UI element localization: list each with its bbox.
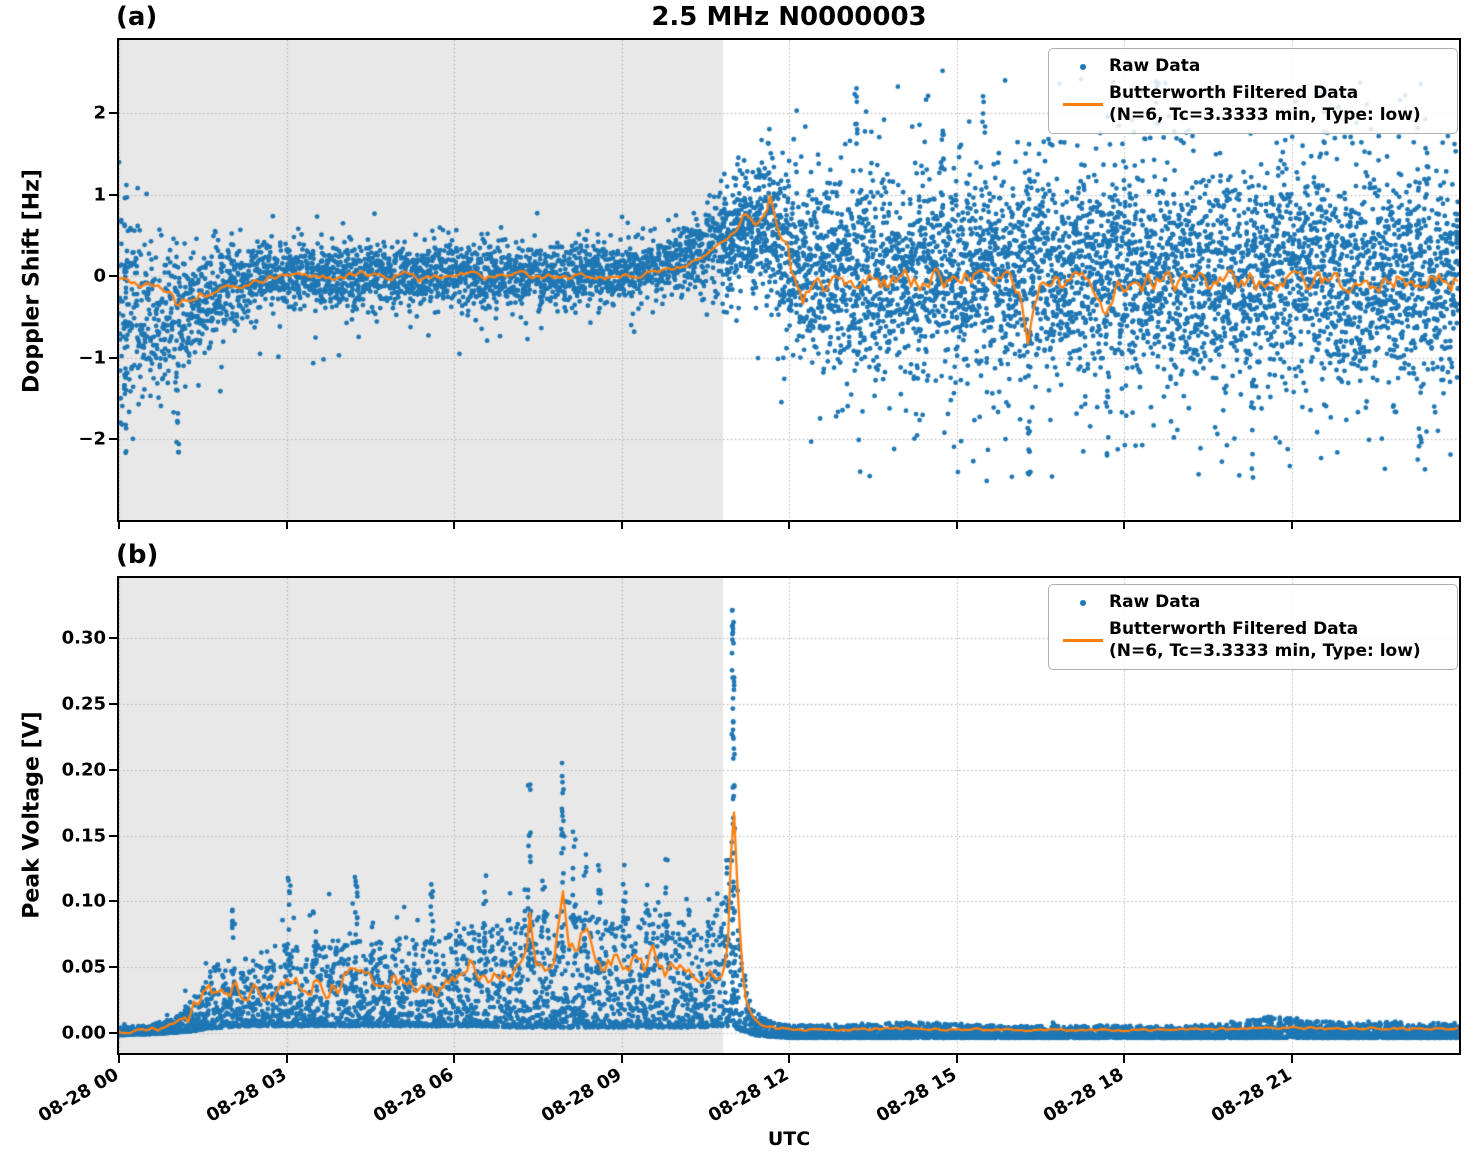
y-tick-mark (109, 275, 117, 278)
panel-a-label: (a) (116, 2, 158, 32)
x-tick-mark (788, 1055, 790, 1063)
legend-filtered-line2: (N=6, Tc=3.3333 min, Type: low) (1109, 640, 1421, 661)
x-tick-mark (118, 521, 120, 529)
x-tick-label: 08-28 06 (370, 1064, 458, 1127)
x-tick-mark (620, 521, 623, 529)
x-tick-mark (118, 1055, 120, 1063)
raw-data-dot-icon (1080, 599, 1086, 606)
legend-marker-col (1057, 63, 1109, 70)
x-tick-mark (1290, 1055, 1293, 1063)
chart-title: 2.5 MHz N0000003 (651, 2, 927, 32)
y-tick-label: −1 (78, 347, 106, 369)
legend-filtered-line1: Butterworth Filtered Data (1109, 619, 1359, 640)
x-tick-mark (620, 1055, 623, 1063)
y-tick-mark (109, 193, 117, 196)
y-tick-label: −2 (78, 428, 106, 450)
filtered-line-icon (1063, 103, 1103, 106)
legend-marker-col (1057, 103, 1109, 106)
y-tick-mark (109, 768, 117, 771)
legend-marker-col (1057, 599, 1109, 606)
x-tick-mark (453, 1055, 455, 1063)
x-tick-mark (1123, 521, 1125, 529)
y-tick-label: 0.15 (61, 825, 106, 847)
legend-filtered-label: Butterworth Filtered Data (N=6, Tc=3.333… (1109, 619, 1421, 662)
raw-data-dot-icon (1080, 63, 1086, 70)
y-tick-label: 0 (93, 265, 106, 287)
x-tick-mark (955, 521, 958, 529)
legend-filtered-line1: Butterworth Filtered Data (1109, 83, 1359, 104)
x-tick-label: 08-28 00 (35, 1064, 123, 1127)
y-tick-mark (109, 112, 117, 115)
x-tick-mark (453, 521, 455, 529)
y-tick-mark (109, 900, 117, 903)
x-tick-label: 08-28 18 (1040, 1064, 1128, 1127)
x-tick-label: 08-28 21 (1207, 1064, 1295, 1127)
legend-filtered-row: Butterworth Filtered Data (N=6, Tc=3.333… (1057, 83, 1447, 126)
x-tick-label: 08-28 15 (872, 1064, 960, 1127)
y-tick-mark (109, 356, 117, 359)
filtered-line-icon (1063, 639, 1103, 642)
y-tick-label: 0.25 (61, 693, 106, 715)
panel-b-legend: Raw Data Butterworth Filtered Data (N=6,… (1048, 584, 1458, 670)
legend-raw-label: Raw Data (1109, 592, 1201, 612)
x-tick-label: 08-28 03 (202, 1064, 290, 1127)
x-axis-label: UTC (767, 1128, 811, 1150)
y-tick-label: 0.30 (61, 627, 106, 649)
legend-filtered-label: Butterworth Filtered Data (N=6, Tc=3.333… (1109, 83, 1421, 126)
y-tick-mark (109, 1031, 117, 1034)
legend-filtered-line2: (N=6, Tc=3.3333 min, Type: low) (1109, 104, 1421, 125)
y-tick-mark (109, 438, 117, 441)
panel-a-legend: Raw Data Butterworth Filtered Data (N=6,… (1048, 48, 1458, 134)
legend-filtered-row: Butterworth Filtered Data (N=6, Tc=3.333… (1057, 619, 1447, 662)
panel-a-ylabel: Doppler Shift [Hz] (19, 169, 45, 393)
y-tick-label: 0.05 (61, 956, 106, 978)
y-tick-label: 0.00 (61, 1022, 106, 1044)
x-tick-label: 08-28 12 (705, 1064, 793, 1127)
y-tick-mark (109, 834, 117, 837)
legend-raw-row: Raw Data (1057, 56, 1447, 77)
x-tick-mark (285, 521, 288, 529)
panel-b-label: (b) (116, 540, 159, 570)
x-tick-mark (285, 1055, 288, 1063)
legend-raw-row: Raw Data (1057, 592, 1447, 613)
y-tick-label: 2 (93, 102, 106, 124)
y-tick-label: 0.20 (61, 759, 106, 781)
x-tick-mark (955, 1055, 958, 1063)
y-tick-mark (109, 703, 117, 706)
legend-raw-label: Raw Data (1109, 56, 1201, 76)
x-tick-label: 08-28 09 (537, 1064, 625, 1127)
y-tick-label: 0.10 (61, 890, 106, 912)
x-tick-mark (1290, 521, 1293, 529)
y-tick-label: 1 (93, 184, 106, 206)
x-tick-mark (788, 521, 790, 529)
y-tick-mark (109, 965, 117, 968)
y-tick-mark (109, 637, 117, 640)
x-tick-mark (1123, 1055, 1125, 1063)
legend-marker-col (1057, 639, 1109, 642)
panel-b-ylabel: Peak Voltage [V] (19, 711, 45, 919)
